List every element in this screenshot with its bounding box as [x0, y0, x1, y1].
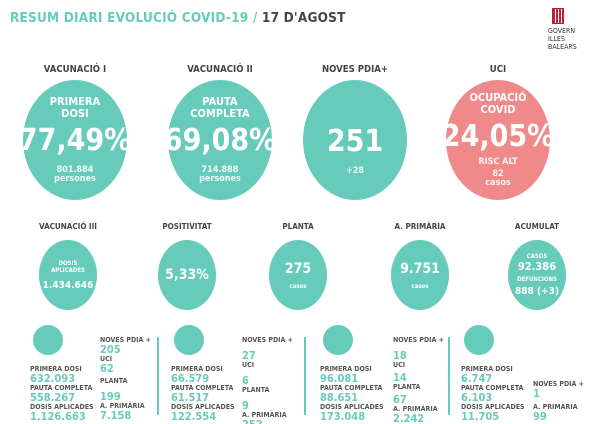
vacunacio-i-label: VACUNACIÓ I [43, 64, 107, 75]
divider [448, 337, 450, 415]
coat-of-arms-icon [552, 8, 564, 24]
vacunacio-iii-label: VACUNACIÓ III [39, 222, 97, 231]
vacunacio-i-circle: PRIMERA DOSI 77,49% 801.884 persones [19, 80, 131, 200]
noves-pdia-circle: 251 +28 [303, 80, 407, 200]
report-date: 17 D'AGOST [261, 10, 346, 26]
vacunacio-iii-circle: DOSIS APLICADES 1.434.646 [39, 240, 97, 310]
divider [304, 337, 306, 415]
atencio-primaria-circle: 9.751 casos [391, 240, 449, 310]
planta-circle: 275 casos [269, 240, 327, 310]
atencio-primaria-label: A. PRIMÀRIA [394, 222, 446, 231]
island-mallorca: PRIMERA DOSI 632.093 PAUTA COMPLETA 558.26… [30, 325, 94, 422]
island-formentera-stats: NOVES PDIA +1 A. PRIMÀRIA 99 [533, 380, 584, 423]
island-formentera: PRIMERA DOSI 6.747 PAUTA COMPLETA 6.103 DO… [461, 325, 525, 422]
planta-label: PLANTA [282, 222, 314, 231]
noves-pdia-label: NOVES PDIA+ [321, 64, 389, 75]
uci-circle: OCUPACIÓ COVID 24,05% RISC ALT 82 casos [442, 80, 554, 200]
island-mallorca-stats: NOVES PDIA +205 UCI 62 PLANTA 199 A. PRIMÀ… [100, 336, 151, 422]
divider [157, 337, 159, 415]
island-menorca: PRIMERA DOSI 66.579 PAUTA COMPLETA 61.517 … [171, 325, 235, 422]
acumulat-label: ACUMULAT [514, 222, 560, 231]
positivitat-label: POSITIVITAT [162, 222, 212, 231]
acumulat-circle: CASOS 92.386 DEFUNCIONS 888 (+3) [508, 240, 566, 310]
page-title: RESUM DIARI EVOLUCIÓ COVID-19 / 17 D'AGO… [10, 10, 346, 26]
eivissa-map-icon [323, 325, 353, 355]
vacunacio-ii-circle: PAUTA COMPLETA 69,08% 714.888 persones [164, 80, 276, 200]
positivitat-circle: 5,33% [158, 240, 216, 310]
formentera-map-icon [464, 325, 494, 355]
island-eivissa-stats: NOVES PDIA +18 UCI 14 PLANTA 67 A. PRIMÀRI… [393, 336, 444, 424]
menorca-map-icon [174, 325, 204, 355]
uci-label: UCI [489, 64, 507, 75]
govern-illes-balears-logo: GOVERN ILLES BALEARS [548, 8, 598, 51]
vacunacio-ii-label: VACUNACIÓ II [187, 64, 253, 75]
island-eivissa: PRIMERA DOSI 96.081 PAUTA COMPLETA 88.651 … [320, 325, 384, 422]
mallorca-map-icon [33, 325, 63, 355]
